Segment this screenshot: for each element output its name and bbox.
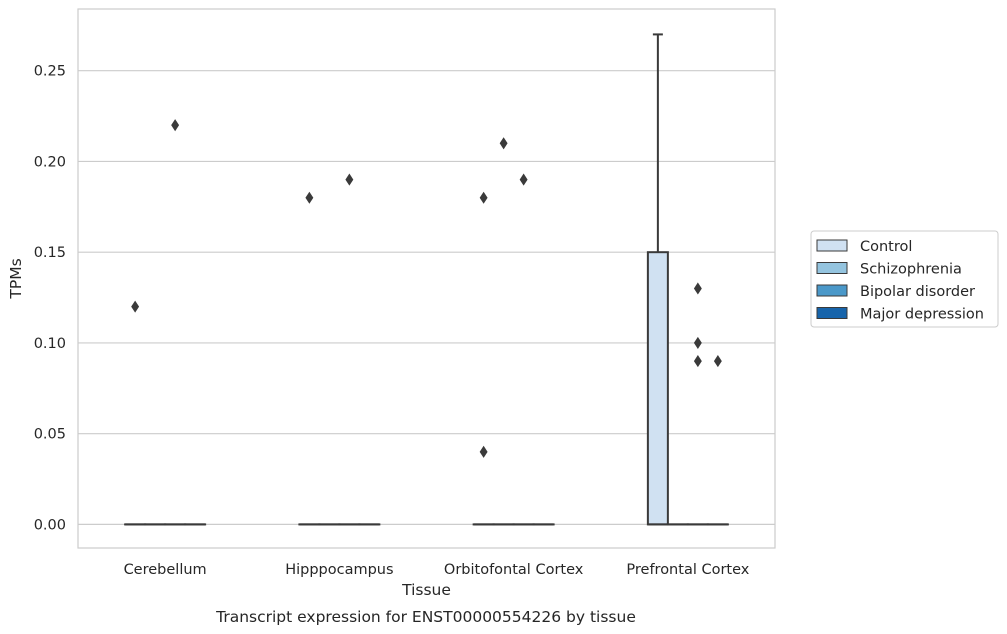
legend-swatch	[816, 284, 848, 297]
legend: Control Schizophrenia Bipolar disorder Majo…	[810, 230, 999, 328]
legend-item: Major depression	[816, 307, 984, 323]
legend-item: Control	[816, 239, 912, 255]
outlier-point	[131, 300, 140, 313]
y-tick-label: 0.10	[34, 336, 66, 352]
legend-item: Schizophrenia	[816, 262, 962, 278]
outlier-point	[713, 355, 722, 368]
y-tick-label: 0.00	[34, 517, 66, 533]
grid-lines	[78, 70, 775, 526]
box	[646, 33, 669, 526]
y-tick-label: 0.15	[34, 245, 66, 261]
legend-item: Bipolar disorder	[816, 284, 975, 300]
legend-swatch	[816, 262, 848, 274]
outliers	[131, 119, 722, 458]
y-tick-label: 0.25	[34, 64, 66, 80]
outlier-point	[693, 336, 702, 349]
outlier-point	[171, 119, 180, 132]
legend-label: Major depression	[860, 307, 984, 323]
outlier-point	[693, 355, 702, 368]
chart-caption: Transcript expression for ENST0000055422…	[215, 608, 636, 626]
outlier-point	[519, 173, 528, 186]
legend-label: Schizophrenia	[860, 262, 962, 278]
legend-swatch	[816, 239, 848, 252]
outlier-point	[693, 282, 702, 295]
x-tick-label: Orbitofontal Cortex	[444, 562, 584, 578]
x-axis-ticks: Cerebellum Hipppocampus Orbitofontal Corte…	[124, 562, 750, 578]
legend-label: Control	[860, 239, 912, 255]
plot-frame	[77, 8, 776, 549]
x-tick-label: Cerebellum	[124, 562, 207, 578]
y-tick-label: 0.05	[34, 427, 66, 443]
legend-label: Bipolar disorder	[860, 284, 975, 300]
x-tick-label: Prefrontal Cortex	[626, 562, 749, 578]
box-body	[646, 251, 669, 526]
x-axis-label: Tissue	[401, 581, 451, 599]
outlier-point	[479, 445, 488, 458]
legend-frame	[810, 230, 999, 328]
outlier-point	[479, 191, 488, 204]
boxes	[124, 33, 729, 526]
outlier-point	[345, 173, 354, 186]
y-axis-ticks: 0.00 0.05 0.10 0.15 0.20 0.25	[34, 64, 66, 534]
y-tick-label: 0.20	[34, 154, 66, 170]
x-tick-label: Hipppocampus	[285, 562, 393, 578]
y-axis-label: TPMs	[7, 258, 25, 299]
legend-swatch	[816, 307, 848, 319]
outlier-point	[499, 137, 508, 150]
outlier-point	[305, 191, 314, 204]
